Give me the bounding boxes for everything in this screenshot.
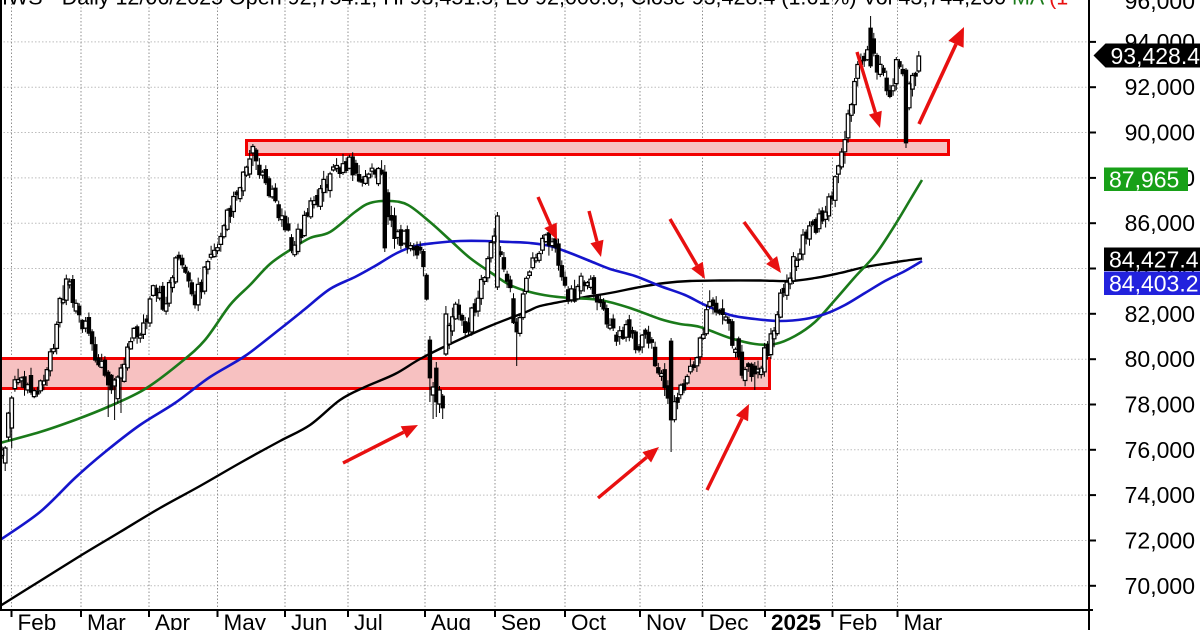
- svg-text:Dec: Dec: [709, 610, 749, 630]
- svg-text:96,000: 96,000: [1125, 0, 1195, 14]
- svg-text:IWS - Daily 12/06/2025 Open 92: IWS - Daily 12/06/2025 Open 92,754.1, Hi…: [2, 0, 1068, 10]
- svg-text:76,000: 76,000: [1125, 437, 1195, 463]
- svg-text:May: May: [224, 610, 267, 630]
- svg-text:87,965: 87,965: [1109, 167, 1179, 193]
- svg-text:74,000: 74,000: [1125, 482, 1195, 508]
- svg-text:84,427.4: 84,427.4: [1109, 247, 1199, 273]
- svg-text:72,000: 72,000: [1125, 528, 1195, 554]
- svg-text:Sep: Sep: [501, 610, 541, 630]
- svg-text:80,000: 80,000: [1125, 346, 1195, 372]
- svg-text:90,000: 90,000: [1125, 120, 1195, 146]
- svg-text:Feb: Feb: [18, 610, 57, 630]
- svg-text:Nov: Nov: [646, 610, 687, 630]
- svg-text:93,428.4: 93,428.4: [1111, 43, 1200, 69]
- svg-text:Aug: Aug: [431, 610, 471, 630]
- svg-text:78,000: 78,000: [1125, 392, 1195, 418]
- svg-text:70,000: 70,000: [1125, 573, 1195, 599]
- svg-text:Jun: Jun: [291, 610, 327, 630]
- svg-text:Mar: Mar: [87, 610, 126, 630]
- svg-text:84,403.2: 84,403.2: [1109, 271, 1199, 297]
- svg-text:Mar: Mar: [904, 610, 943, 630]
- svg-text:Apr: Apr: [155, 610, 191, 630]
- svg-text:86,000: 86,000: [1125, 210, 1195, 236]
- svg-text:2025: 2025: [771, 610, 821, 630]
- svg-text:Jul: Jul: [354, 610, 383, 630]
- svg-text:Feb: Feb: [839, 610, 878, 630]
- svg-text:Oct: Oct: [571, 610, 607, 630]
- svg-text:92,000: 92,000: [1125, 74, 1195, 100]
- svg-text:82,000: 82,000: [1125, 301, 1195, 327]
